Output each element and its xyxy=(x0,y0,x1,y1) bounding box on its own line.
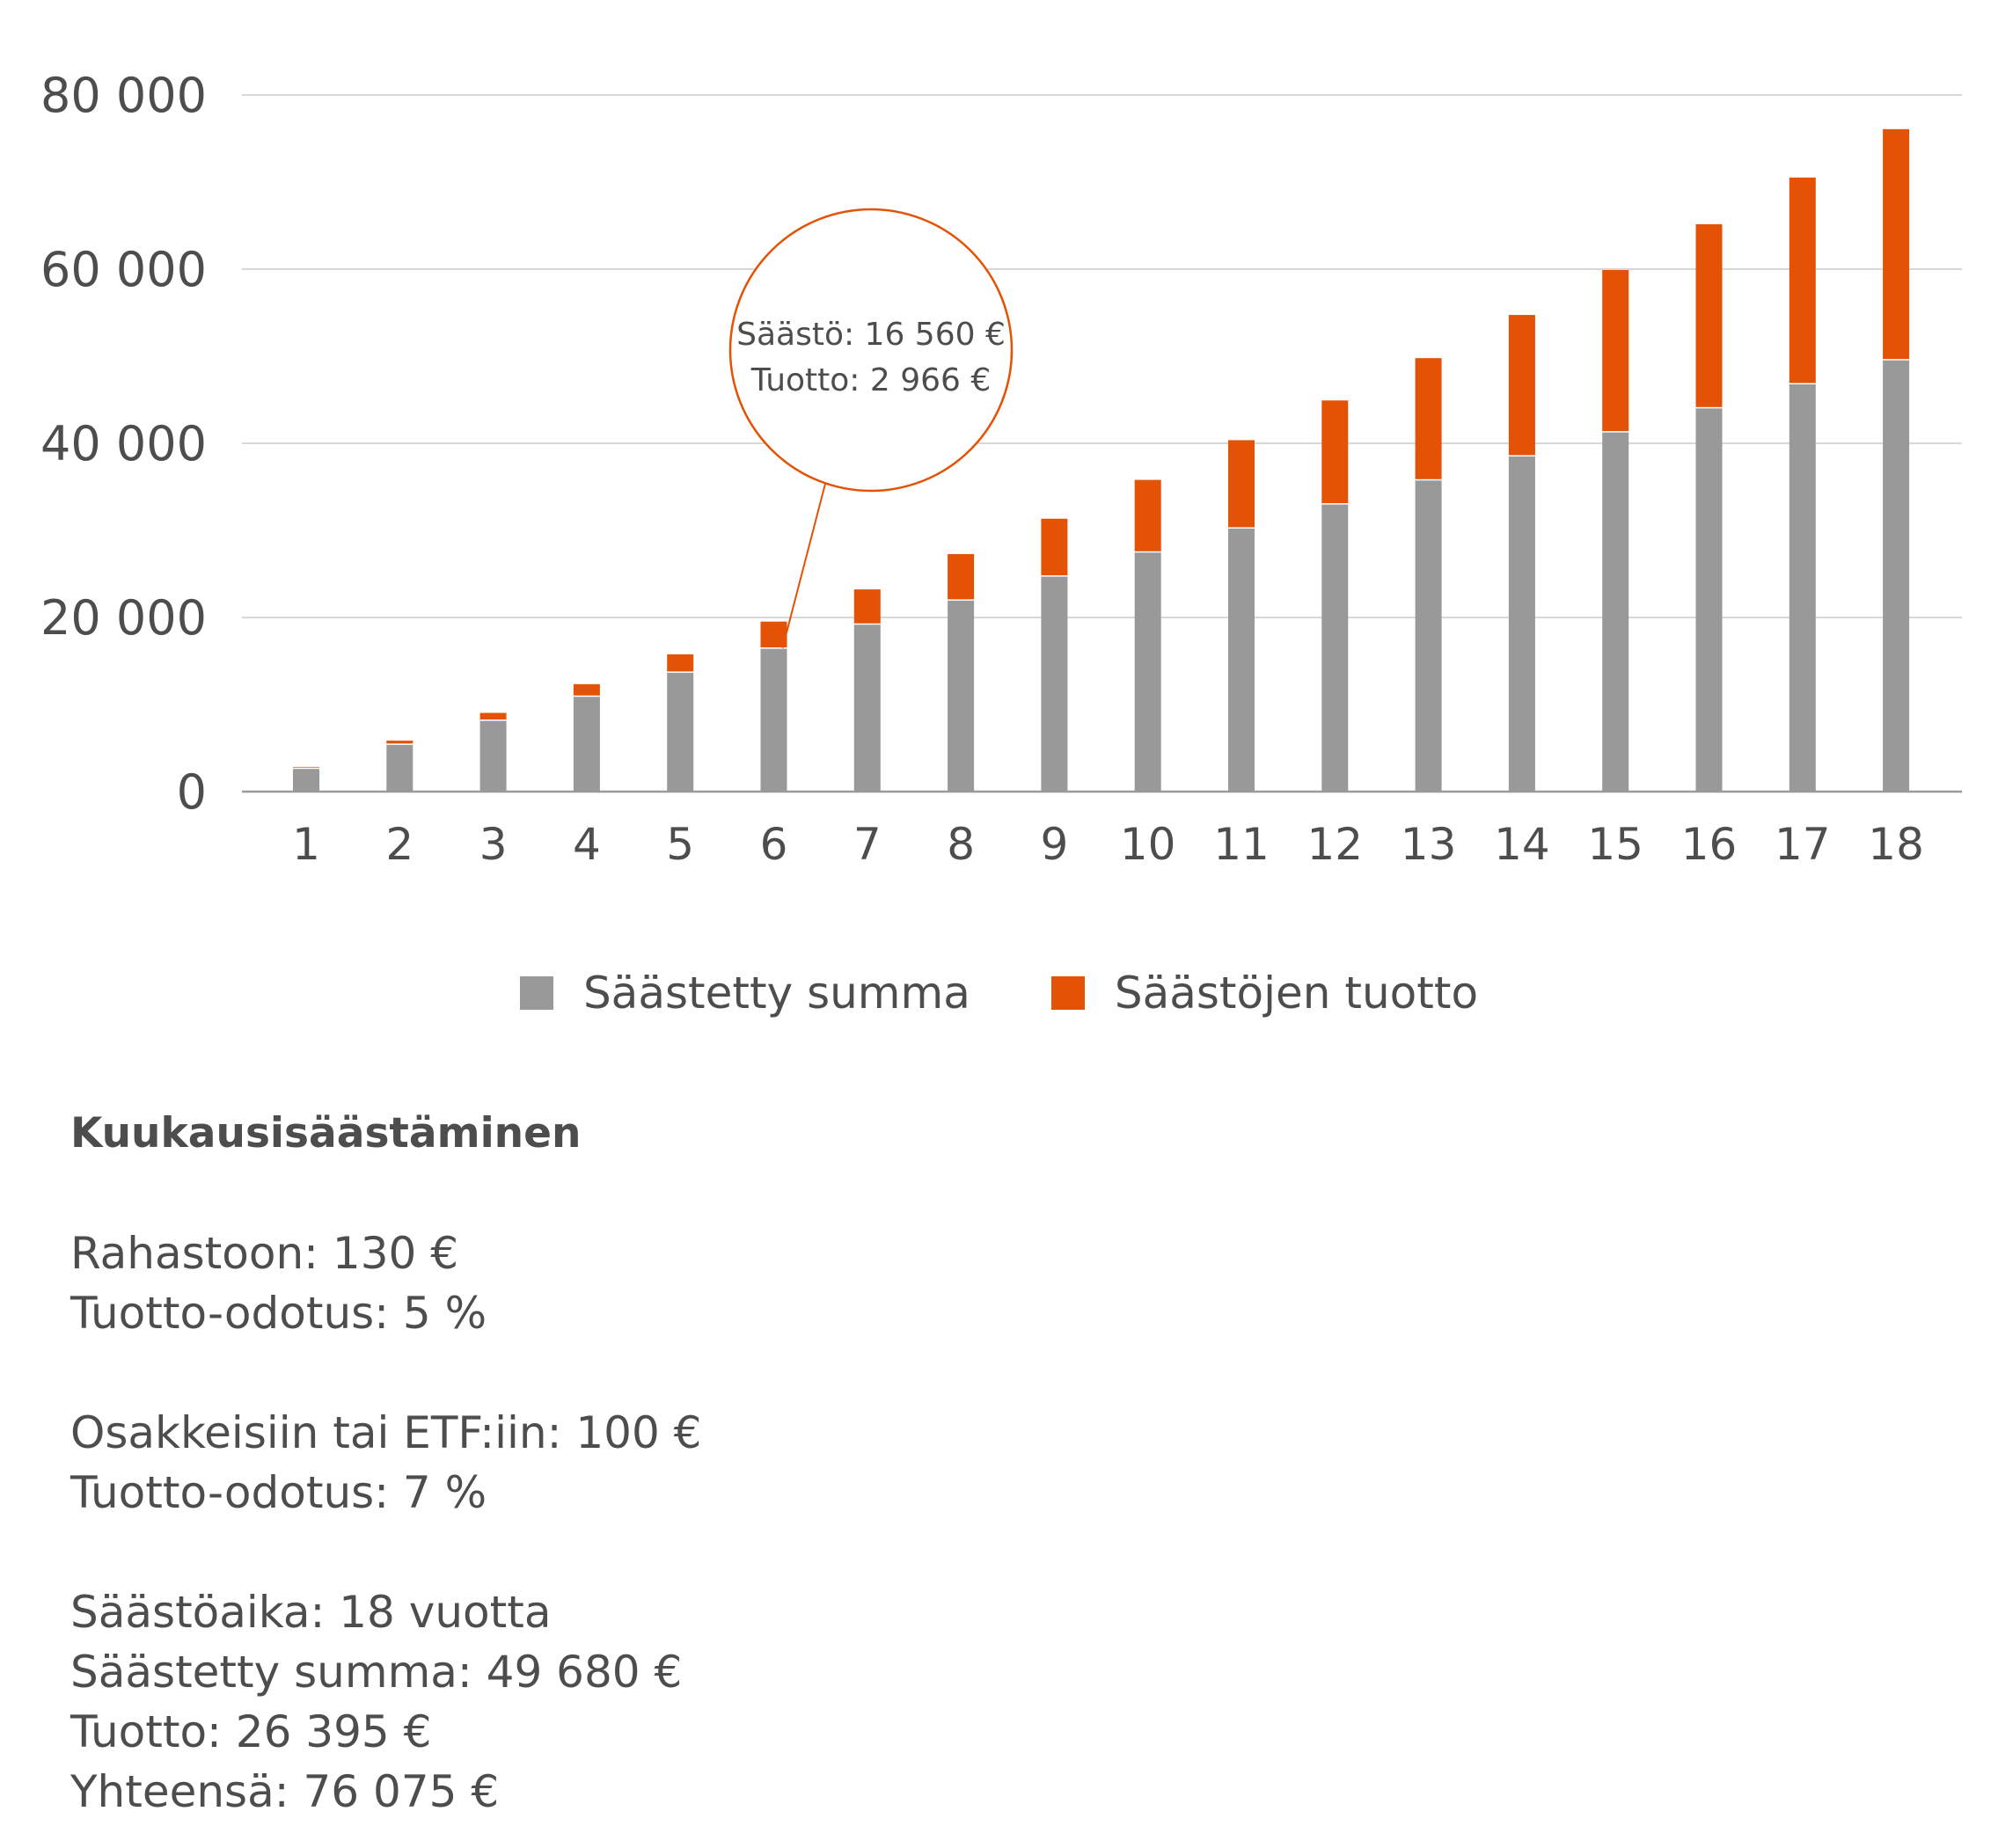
bar-saved-amount xyxy=(1134,551,1161,792)
x-tick-label: 13 xyxy=(1401,819,1457,870)
x-tick-label: 3 xyxy=(479,819,508,870)
info-group-summary: Säästöaika: 18 vuotta Säästetty summa: 4… xyxy=(70,1582,701,1822)
legend-item-saved: Säästetty summa xyxy=(519,968,970,1019)
x-tick-label: 5 xyxy=(666,819,694,870)
bar-saved-amount xyxy=(1508,455,1535,792)
legend-label-saved: Säästetty summa xyxy=(582,968,970,1019)
info-line: Säästöaika: 18 vuotta xyxy=(70,1587,552,1638)
x-axis-ticks: 1 2 3 4 5 6 7 8 9 10 11 12 13 14 15 16 17 18 xyxy=(292,819,1924,870)
bar-return xyxy=(948,553,975,600)
bar-return xyxy=(1134,479,1161,551)
bar-return xyxy=(293,766,319,768)
y-tick-label: 20 000 xyxy=(40,590,207,646)
y-tick-label: 80 000 xyxy=(40,68,207,123)
bar-saved-amount xyxy=(760,647,787,792)
bar-saved-amount xyxy=(1883,359,1910,792)
bar-saved-amount xyxy=(1602,431,1629,792)
x-tick-label: 18 xyxy=(1868,819,1924,870)
info-line: Rahastoon: 130 € xyxy=(70,1228,459,1279)
bar-saved-amount xyxy=(948,599,975,792)
info-line: Tuotto-odotus: 5 % xyxy=(70,1288,487,1339)
callout-text-savings: Säästö: 16 560 € xyxy=(736,317,1006,353)
bar-return xyxy=(1602,269,1629,432)
legend-swatch-return xyxy=(1050,976,1085,1010)
bar-saved-amount xyxy=(479,719,507,792)
info-group-stocks: Osakkeisiin tai ETF:iin: 100 € Tuotto-od… xyxy=(70,1403,701,1523)
bar-return xyxy=(1883,128,1910,360)
x-tick-label: 2 xyxy=(385,819,414,870)
grid-lines xyxy=(242,94,1962,793)
bar-return xyxy=(667,654,694,672)
x-tick-label: 9 xyxy=(1040,819,1068,870)
bars xyxy=(293,128,1910,792)
bar-saved-amount xyxy=(1415,478,1442,792)
bar-return xyxy=(479,712,507,720)
bar-return xyxy=(386,741,414,744)
x-tick-label: 10 xyxy=(1120,819,1176,870)
bar-return xyxy=(1228,440,1255,528)
bar-saved-amount xyxy=(386,743,414,792)
callout-text-return: Tuotto: 2 966 € xyxy=(750,362,992,398)
info-heading: Kuukausisäästäminen xyxy=(70,1109,582,1158)
callout-circle xyxy=(728,208,1014,493)
x-tick-label: 11 xyxy=(1213,819,1270,870)
bar-segment-separator xyxy=(1695,405,1723,409)
callout: Säästö: 16 560 € Tuotto: 2 966 € xyxy=(728,208,1014,648)
bar-return xyxy=(1415,358,1442,479)
bar-return xyxy=(1789,177,1816,383)
x-tick-label: 14 xyxy=(1494,819,1550,870)
bar-return xyxy=(1508,315,1535,456)
bar-saved-amount xyxy=(1228,527,1255,792)
callout-pointer-line xyxy=(781,483,826,648)
bar-saved-amount xyxy=(1789,383,1816,792)
bar-saved-amount xyxy=(1321,503,1349,792)
info-line: Yhteensä: 76 075 € xyxy=(70,1766,500,1817)
info-line: Tuotto-odotus: 7 % xyxy=(70,1467,487,1518)
bar-saved-amount xyxy=(1041,575,1068,792)
info-line: Osakkeisiin tai ETF:iin: 100 € xyxy=(70,1407,702,1458)
bar-segment-separator xyxy=(1883,357,1910,361)
bar-return xyxy=(1321,400,1349,504)
bar-return xyxy=(573,683,600,696)
legend: Säästetty summa Säästöjen tuotto xyxy=(0,968,1998,1019)
bar-segment-separator xyxy=(1602,429,1629,433)
y-tick-label: 0 xyxy=(177,764,207,820)
bar-return xyxy=(1695,223,1723,407)
x-tick-label: 8 xyxy=(947,819,975,870)
legend-swatch-saved xyxy=(519,976,553,1010)
bar-segment-separator xyxy=(293,766,319,770)
x-tick-label: 15 xyxy=(1587,819,1643,870)
x-tick-label: 6 xyxy=(760,819,788,870)
y-tick-label: 40 000 xyxy=(40,416,207,471)
legend-item-return: Säästöjen tuotto xyxy=(1050,968,1479,1019)
x-tick-label: 4 xyxy=(573,819,601,870)
bar-return xyxy=(853,589,881,624)
bar-segment-separator xyxy=(948,597,975,601)
info-line: Säästetty summa: 49 680 € xyxy=(70,1647,683,1698)
bar-saved-amount xyxy=(293,767,319,792)
x-tick-label: 12 xyxy=(1306,819,1363,870)
y-axis-ticks: 0 20 000 40 000 60 000 80 000 xyxy=(40,68,207,820)
y-tick-label: 60 000 xyxy=(40,242,207,297)
legend-label-return: Säästöjen tuotto xyxy=(1114,968,1479,1019)
info-group-fund: Rahastoon: 130 € Tuotto-odotus: 5 % xyxy=(70,1223,701,1343)
info-line: Tuotto: 26 395 € xyxy=(70,1706,432,1757)
bar-saved-amount xyxy=(1695,406,1723,792)
bar-saved-amount xyxy=(853,623,881,792)
bar-saved-amount xyxy=(573,695,600,792)
x-tick-label: 17 xyxy=(1775,819,1831,870)
x-tick-label: 16 xyxy=(1681,819,1738,870)
bar-return xyxy=(1041,518,1068,576)
bar-saved-amount xyxy=(667,671,694,792)
savings-info: Kuukausisäästäminen Rahastoon: 130 € Tuo… xyxy=(70,1104,701,1822)
x-tick-label: 1 xyxy=(292,819,320,870)
x-tick-label: 7 xyxy=(853,819,882,870)
bar-return xyxy=(760,621,787,648)
